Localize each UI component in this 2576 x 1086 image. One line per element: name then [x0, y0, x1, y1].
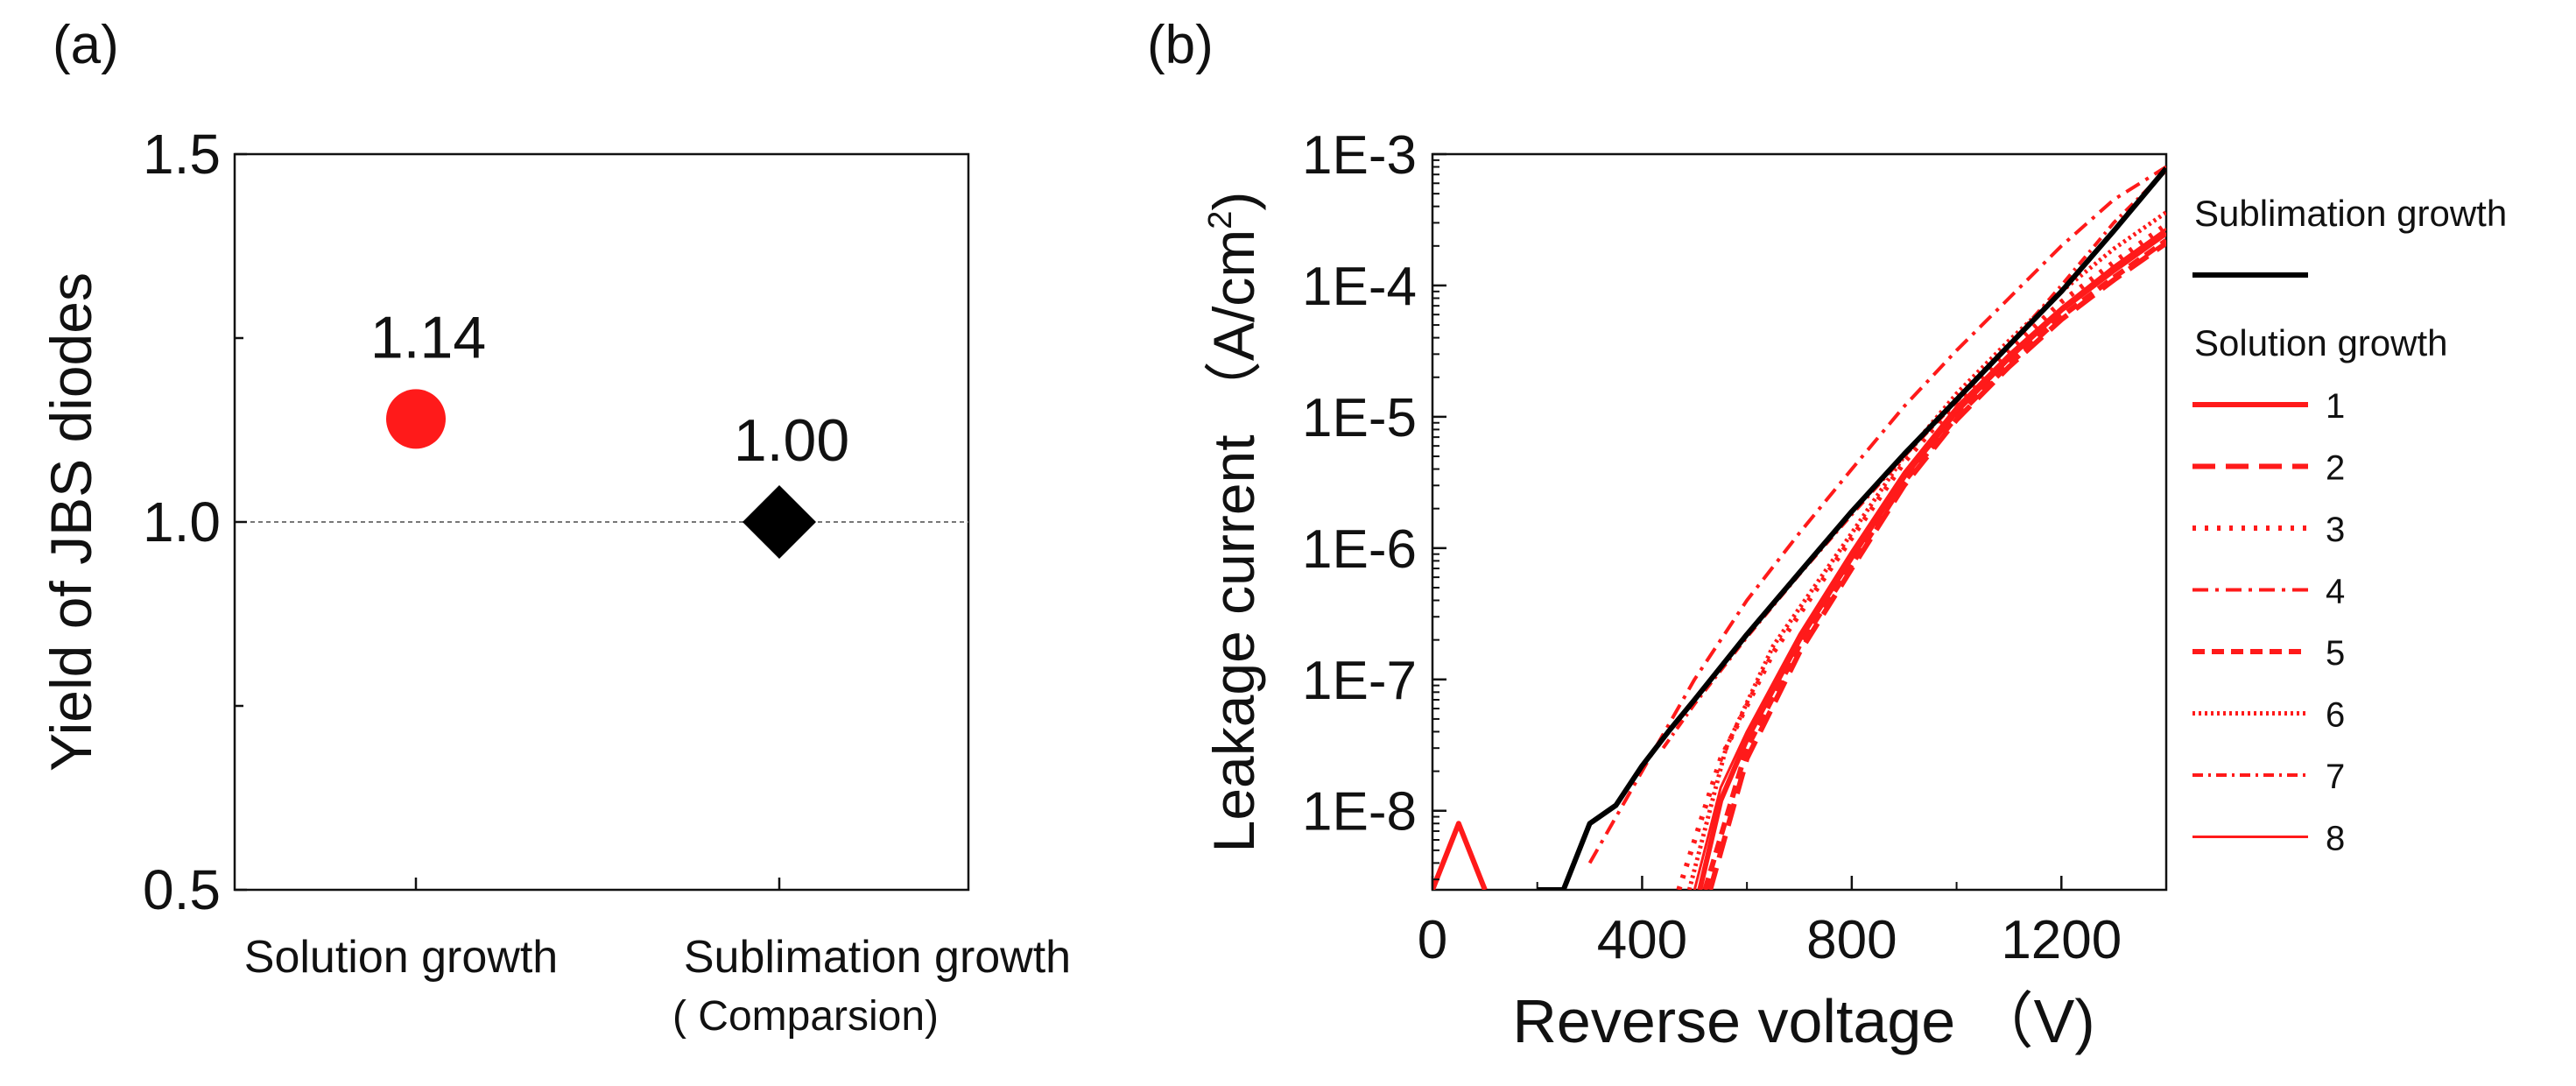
legend-label: 1: [2326, 387, 2345, 426]
legend-label: 3: [2326, 511, 2345, 549]
panel-b-label: (b): [1147, 15, 1214, 75]
panel-a-point-labels: 1.14 1.00: [370, 304, 849, 474]
legend-label: 2: [2326, 449, 2345, 488]
legend-items-solution: 1 2 3 4 5 6 7 8: [2192, 387, 2345, 858]
category-label: Solution growth: [244, 932, 558, 983]
data-label: 1.00: [734, 407, 849, 474]
panel-a-yield-chart: (a) 0.5 1.0 1.5 Yield of JBS diodes Soluti…: [39, 15, 1071, 1040]
y-axis-label-main: Leakage current （A/cm: [1201, 229, 1266, 853]
y-tick-label: 1E-3: [1302, 125, 1417, 186]
panel-a-points: [386, 389, 816, 559]
y-tick-label: 1.5: [143, 123, 221, 186]
y-tick-label: 1E-4: [1302, 257, 1417, 317]
panel-b-x-axis-label: Reverse voltage （V): [1512, 987, 2094, 1055]
data-point: [743, 485, 816, 559]
panel-a-y-tick-labels: 0.5 1.0 1.5: [143, 123, 221, 921]
legend-label: 7: [2326, 758, 2345, 796]
panel-b-x-ticks: [1431, 876, 2063, 890]
x-tick-label: 800: [1806, 910, 1897, 970]
y-tick-label: 1E-6: [1302, 519, 1417, 580]
legend-label: 4: [2326, 573, 2345, 611]
series-line: [1432, 821, 1488, 890]
legend-header-sublimation: Sublimation growth: [2194, 193, 2507, 234]
series-line: [1707, 241, 2166, 890]
series-line: [1702, 238, 2166, 890]
panel-a-y-ticks: [235, 152, 247, 892]
y-axis-label-tail: ): [1201, 192, 1266, 211]
panel-b-legend: Sublimation growth Solution growth 1 2 3 4 5…: [2192, 193, 2507, 858]
panel-a-x-ticks: [414, 878, 781, 890]
panel-b-y-ticks: [1432, 152, 1446, 881]
x-tick-label: 0: [1418, 910, 1447, 970]
panel-b-leakage-chart: (b) 1E-8 1E-7 1E-6 1E-5 1E-4 1E-3 0 400 800 1200…: [1147, 15, 2507, 1055]
panel-a-label: (a): [53, 15, 119, 75]
series-line: [1693, 228, 2166, 890]
series-line: [1676, 222, 2166, 890]
panel-a-category-labels: Solution growth Sublimation growth ( Compa…: [244, 932, 1071, 1040]
y-axis-label-superscript: 2: [1202, 211, 1239, 229]
data-point: [386, 389, 446, 449]
data-label: 1.14: [370, 304, 486, 370]
category-label: Sublimation growth: [684, 932, 1071, 983]
series-line: [1537, 166, 2166, 890]
series-line: [1686, 210, 2166, 890]
panel-b-y-tick-labels: 1E-8 1E-7 1E-6 1E-5 1E-4 1E-3: [1302, 125, 1417, 843]
legend-label: 8: [2326, 820, 2345, 858]
y-tick-label: 1E-7: [1302, 651, 1417, 711]
legend-label: 6: [2326, 696, 2345, 735]
panel-b-plot-frame: [1431, 152, 2168, 892]
panel-b-x-tick-labels: 0 400 800 1200: [1418, 910, 2122, 970]
y-tick-label: 1.0: [143, 490, 221, 554]
category-sublabel: ( Comparsion): [672, 993, 939, 1040]
panel-a-y-axis-label: Yield of JBS diodes: [39, 272, 103, 772]
x-tick-label: 400: [1597, 910, 1687, 970]
y-tick-label: 0.5: [143, 858, 221, 921]
y-tick-label: 1E-8: [1302, 782, 1417, 843]
x-tick-label: 1200: [2001, 910, 2122, 970]
panel-b-series: [1432, 165, 2166, 890]
y-tick-label: 1E-5: [1302, 388, 1417, 448]
legend-header-solution: Solution growth: [2194, 322, 2448, 363]
panel-b-y-axis-label: Leakage current （A/cm2): [1201, 192, 1266, 853]
legend-label: 5: [2326, 634, 2345, 673]
series-line: [1697, 230, 2166, 890]
